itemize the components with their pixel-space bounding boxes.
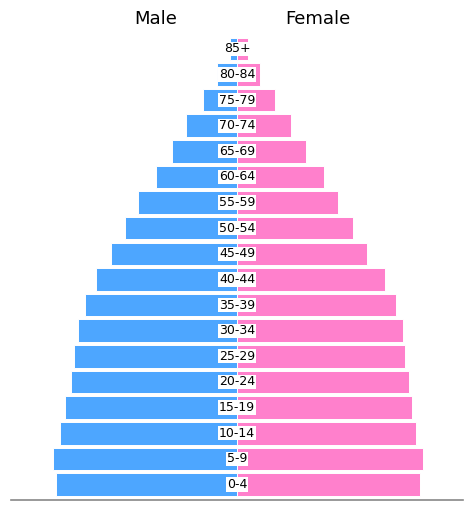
Bar	[230, 37, 237, 60]
Text: 15-19: 15-19	[219, 401, 255, 414]
Text: 55-59: 55-59	[219, 196, 255, 209]
Bar	[217, 63, 237, 86]
Text: 60-64: 60-64	[219, 171, 255, 183]
Bar	[237, 166, 324, 188]
Text: 20-24: 20-24	[219, 376, 255, 388]
Bar	[155, 166, 237, 188]
Bar	[65, 397, 237, 419]
Text: 10-14: 10-14	[219, 427, 255, 440]
Bar	[85, 294, 237, 316]
Bar	[237, 448, 423, 470]
Bar	[237, 217, 353, 240]
Text: 40-44: 40-44	[219, 273, 255, 286]
Text: 80-84: 80-84	[219, 68, 255, 81]
Text: 5-9: 5-9	[227, 452, 247, 466]
Bar	[60, 422, 237, 445]
Bar	[78, 319, 237, 342]
Bar	[237, 268, 385, 291]
Bar	[186, 114, 237, 137]
Bar	[237, 345, 405, 367]
Text: 25-29: 25-29	[219, 350, 255, 363]
Bar	[237, 422, 416, 445]
Text: 30-34: 30-34	[219, 324, 255, 337]
Bar	[56, 473, 237, 496]
Text: Male: Male	[134, 10, 177, 28]
Text: 45-49: 45-49	[219, 247, 255, 260]
Text: 0-4: 0-4	[227, 478, 247, 491]
Text: Female: Female	[286, 10, 351, 28]
Bar	[237, 294, 396, 316]
Bar	[237, 370, 409, 393]
Bar	[53, 448, 237, 470]
Bar	[137, 191, 237, 214]
Bar	[237, 140, 306, 162]
Bar	[237, 63, 261, 86]
Text: 50-54: 50-54	[219, 222, 255, 235]
Bar	[172, 140, 237, 162]
Bar	[237, 37, 248, 60]
Bar	[237, 473, 419, 496]
Bar	[71, 370, 237, 393]
Bar	[125, 217, 237, 240]
Bar	[110, 243, 237, 265]
Bar	[74, 345, 237, 367]
Bar	[237, 319, 403, 342]
Text: 35-39: 35-39	[219, 298, 255, 312]
Bar	[203, 89, 237, 111]
Text: 65-69: 65-69	[219, 145, 255, 158]
Text: 75-79: 75-79	[219, 94, 255, 107]
Bar	[237, 114, 291, 137]
Bar	[96, 268, 237, 291]
Text: 85+: 85+	[224, 42, 250, 55]
Text: 70-74: 70-74	[219, 119, 255, 132]
Bar	[237, 191, 338, 214]
Bar	[237, 397, 412, 419]
Bar	[237, 243, 367, 265]
Bar	[237, 89, 275, 111]
